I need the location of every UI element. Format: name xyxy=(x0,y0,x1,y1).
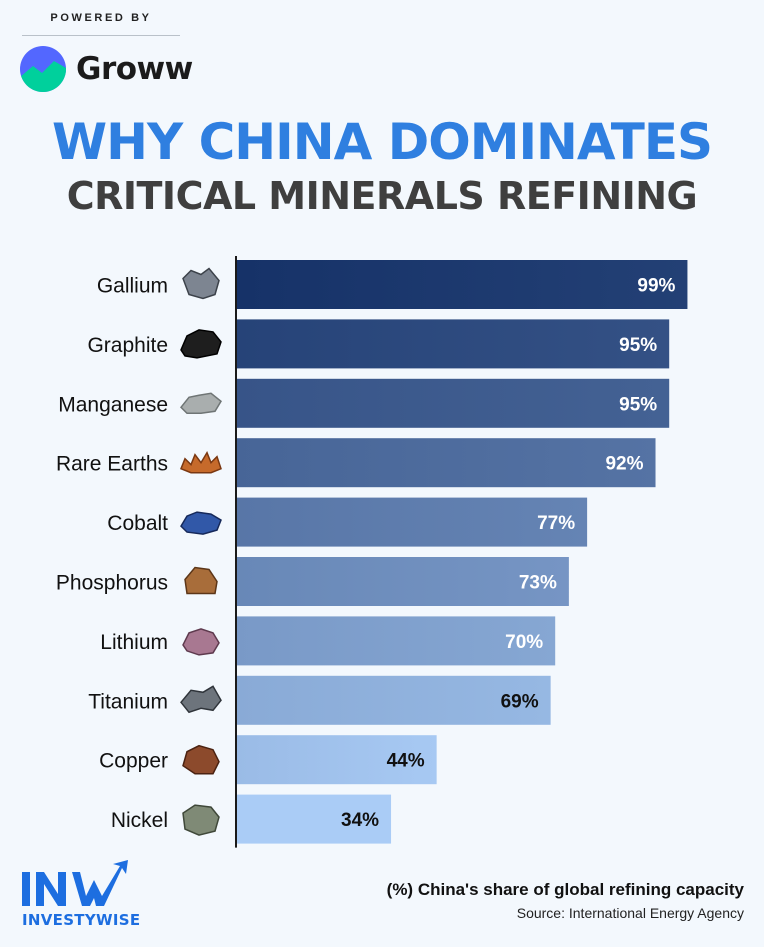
bar-chart: 99% Gallium 95% Graphite 95% Manganese 92% Rare… xyxy=(56,256,688,848)
bar-phosphorus xyxy=(236,557,569,606)
category-label: Nickel xyxy=(111,809,168,832)
bar-cobalt xyxy=(236,497,588,547)
titanium-icon xyxy=(180,685,222,714)
gallium-icon xyxy=(182,267,220,300)
category-label: Manganese xyxy=(58,393,168,416)
data-label: 99% xyxy=(637,276,675,297)
graphite-icon xyxy=(180,329,222,359)
data-label: 95% xyxy=(619,335,657,356)
bar-rare-earths xyxy=(236,438,656,488)
data-label: 73% xyxy=(519,573,557,594)
category-label: Titanium xyxy=(88,690,168,713)
bar-gallium xyxy=(236,260,688,309)
data-label: 69% xyxy=(501,691,539,712)
lithium-icon xyxy=(182,628,220,656)
phosphorus-icon xyxy=(184,566,218,595)
category-label: Rare Earths xyxy=(56,453,168,476)
title-line-1: WHY CHINA DOMINATES xyxy=(51,113,713,171)
bar-graphite xyxy=(236,319,670,369)
bar-titanium xyxy=(236,675,551,725)
cobalt-icon xyxy=(180,511,222,535)
brand: Groww xyxy=(20,46,193,92)
powered-by-label: POWERED BY xyxy=(50,12,152,24)
data-label: 34% xyxy=(341,810,379,831)
category-label: Copper xyxy=(99,750,168,773)
bar-lithium xyxy=(236,616,556,666)
data-label: 95% xyxy=(619,394,657,415)
data-label: 70% xyxy=(505,632,543,653)
copper-icon xyxy=(182,744,220,775)
category-label: Graphite xyxy=(87,334,168,357)
rare-earths-icon xyxy=(180,451,222,474)
investywise-logo-icon xyxy=(22,860,128,906)
data-label: 77% xyxy=(537,513,575,534)
bar-manganese xyxy=(236,378,670,428)
groww-logo-icon xyxy=(20,46,66,92)
source-note: Source: International Energy Agency xyxy=(516,905,744,921)
category-label: Lithium xyxy=(100,631,168,654)
divider xyxy=(22,35,180,36)
chart-caption: (%) China's share of global refining cap… xyxy=(386,880,744,899)
title-line-2: CRITICAL MINERALS REFINING xyxy=(66,174,698,218)
category-label: Phosphorus xyxy=(56,572,168,595)
nickel-icon xyxy=(182,804,220,836)
data-label: 44% xyxy=(387,751,425,772)
bar-copper xyxy=(236,735,437,785)
brand-name: Groww xyxy=(76,51,193,87)
data-label: 92% xyxy=(605,454,643,475)
category-label: Cobalt xyxy=(107,512,168,535)
manganese-icon xyxy=(179,392,222,415)
investywise-logo-text: INVESTYWISE xyxy=(22,911,141,929)
bar-nickel xyxy=(236,794,392,844)
category-label: Gallium xyxy=(97,275,168,298)
